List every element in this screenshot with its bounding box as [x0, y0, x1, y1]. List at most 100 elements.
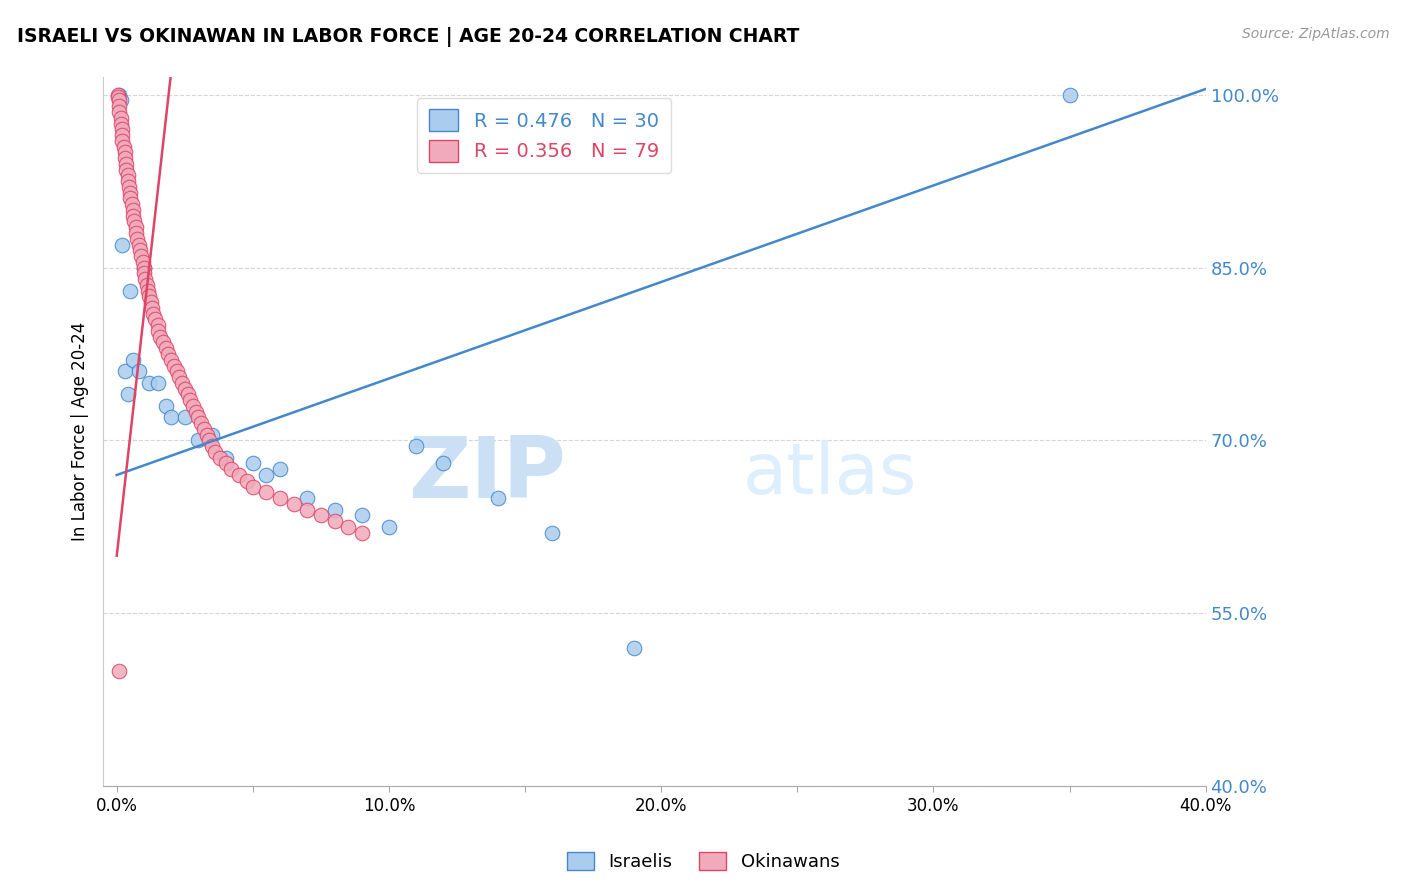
Point: [146, 324, 169, 338]
Point: [163, 359, 186, 373]
Point: [111, 122, 134, 136]
Point: [117, 174, 139, 188]
Point: [173, 382, 195, 396]
Point: [121, 197, 143, 211]
Point: [209, 450, 232, 465]
Point: [108, 105, 131, 120]
Point: [108, 664, 131, 678]
Point: [146, 318, 169, 333]
Point: [107, 90, 129, 104]
Point: [169, 370, 191, 384]
Point: [486, 491, 509, 505]
Point: [623, 640, 645, 655]
Point: [201, 439, 224, 453]
Point: [432, 457, 454, 471]
Point: [127, 232, 149, 246]
Point: [114, 145, 136, 160]
Point: [201, 427, 224, 442]
Point: [114, 151, 136, 165]
Point: [110, 111, 132, 125]
Legend: R = 0.476   N = 30, R = 0.356   N = 79: R = 0.476 N = 30, R = 0.356 N = 79: [418, 98, 671, 173]
Point: [297, 491, 319, 505]
Point: [350, 508, 373, 523]
Point: [1059, 87, 1081, 102]
Point: [152, 335, 174, 350]
Point: [112, 139, 135, 153]
Point: [337, 520, 360, 534]
Point: [115, 157, 138, 171]
Point: [190, 416, 212, 430]
Point: [176, 387, 198, 401]
Legend: Israelis, Okinawans: Israelis, Okinawans: [560, 845, 846, 879]
Point: [242, 479, 264, 493]
Point: [107, 87, 129, 102]
Point: [128, 364, 150, 378]
Point: [122, 209, 145, 223]
Point: [236, 474, 259, 488]
Point: [142, 307, 165, 321]
Point: [214, 450, 236, 465]
Point: [128, 237, 150, 252]
Point: [132, 260, 155, 275]
Point: [141, 301, 163, 315]
Point: [149, 329, 172, 343]
Point: [181, 399, 204, 413]
Point: [198, 434, 221, 448]
Point: [219, 462, 242, 476]
Point: [214, 457, 236, 471]
Point: [146, 376, 169, 390]
Point: [120, 284, 142, 298]
Point: [256, 468, 278, 483]
Point: [132, 260, 155, 275]
Text: Source: ZipAtlas.com: Source: ZipAtlas.com: [1241, 27, 1389, 41]
Point: [297, 502, 319, 516]
Point: [228, 468, 250, 483]
Point: [350, 525, 373, 540]
Point: [108, 87, 131, 102]
Point: [125, 220, 148, 235]
Point: [269, 462, 291, 476]
Point: [108, 94, 131, 108]
Point: [256, 485, 278, 500]
Point: [120, 191, 142, 205]
Point: [179, 393, 201, 408]
Point: [204, 445, 226, 459]
Point: [136, 284, 159, 298]
Point: [110, 94, 132, 108]
Point: [128, 244, 150, 258]
Point: [283, 497, 305, 511]
Point: [143, 312, 166, 326]
Point: [117, 387, 139, 401]
Point: [134, 272, 156, 286]
Point: [117, 169, 139, 183]
Point: [323, 514, 346, 528]
Point: [108, 99, 131, 113]
Text: atlas: atlas: [742, 440, 917, 508]
Point: [184, 404, 207, 418]
Point: [120, 186, 142, 200]
Point: [118, 180, 141, 194]
Point: [138, 376, 160, 390]
Point: [125, 226, 148, 240]
Point: [193, 422, 215, 436]
Point: [155, 341, 177, 355]
Point: [115, 162, 138, 177]
Y-axis label: In Labor Force | Age 20-24: In Labor Force | Age 20-24: [72, 322, 89, 541]
Point: [110, 116, 132, 130]
Point: [124, 214, 146, 228]
Point: [166, 364, 188, 378]
Point: [160, 410, 183, 425]
Point: [111, 237, 134, 252]
Point: [242, 457, 264, 471]
Point: [129, 249, 152, 263]
Text: ISRAELI VS OKINAWAN IN LABOR FORCE | AGE 20-24 CORRELATION CHART: ISRAELI VS OKINAWAN IN LABOR FORCE | AGE…: [17, 27, 799, 46]
Point: [138, 289, 160, 303]
Point: [323, 502, 346, 516]
Point: [541, 525, 564, 540]
Point: [309, 508, 332, 523]
Point: [114, 364, 136, 378]
Point: [135, 277, 157, 292]
Point: [131, 255, 153, 269]
Point: [111, 134, 134, 148]
Point: [173, 410, 195, 425]
